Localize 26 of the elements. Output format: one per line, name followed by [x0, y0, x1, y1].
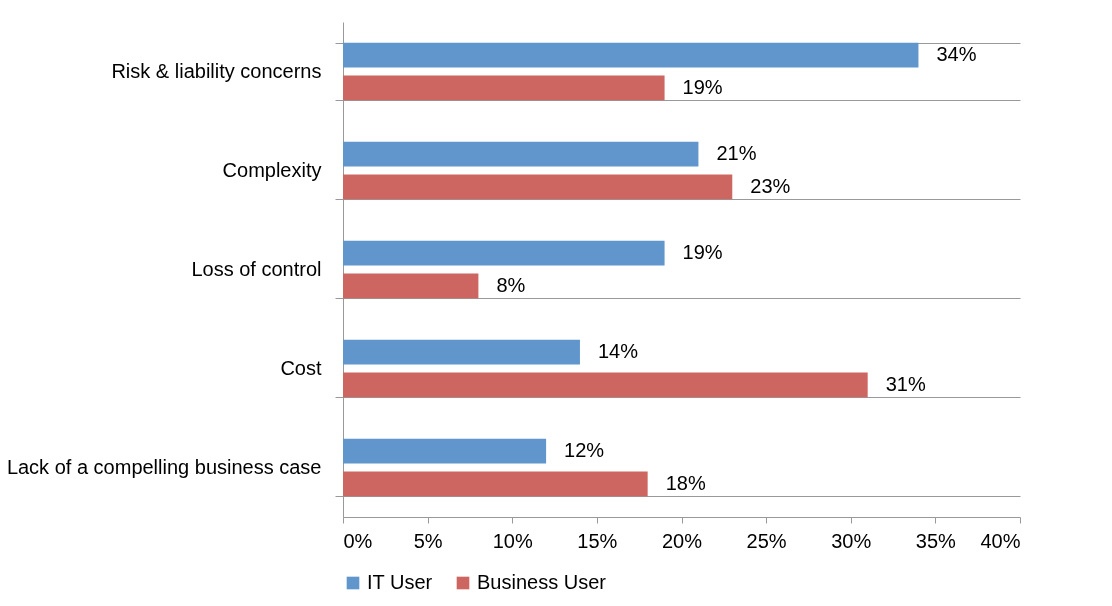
data-label: 19%: [682, 75, 723, 98]
legend-label: Business User: [477, 571, 607, 593]
x-tick-label: 20%: [661, 529, 703, 552]
y-tick-label: Cost: [280, 357, 322, 379]
data-label: 18%: [665, 471, 706, 494]
x-tick-label: 10%: [492, 529, 533, 552]
y-tick-label: Lack of a compelling business case: [6, 456, 322, 478]
data-label: 8%: [496, 273, 526, 296]
data-label: 12%: [564, 439, 605, 462]
data-label: 31%: [885, 372, 926, 395]
data-label: 21%: [716, 142, 757, 165]
data-label: 23%: [750, 174, 791, 197]
x-tick-label: 15%: [577, 529, 618, 552]
data-label: 14%: [597, 340, 639, 363]
data-label: 19%: [682, 241, 723, 264]
legend-label: IT User: [367, 571, 433, 593]
x-tick-label: 30%: [831, 529, 872, 552]
data-label: 34%: [936, 43, 977, 66]
y-tick-label: Complexity: [222, 159, 322, 181]
x-tick-label: 35%: [915, 529, 957, 552]
x-tick-label: 0%: [343, 529, 373, 552]
x-tick-label: 25%: [746, 529, 787, 552]
y-tick-label: Risk & liability concerns: [111, 60, 322, 82]
x-tick-label: 5%: [413, 529, 443, 552]
x-tick-label: 40%: [980, 529, 1021, 552]
y-tick-label: Loss of control: [191, 258, 322, 280]
